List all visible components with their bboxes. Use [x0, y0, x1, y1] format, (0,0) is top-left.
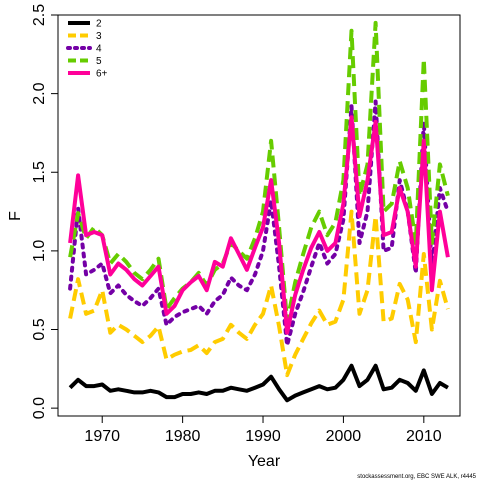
legend-label: 6+: [96, 69, 108, 80]
legend-label: 3: [96, 31, 102, 42]
axes: 1970 1980 1990 2000 2010 0.0 0.5 1.0 1.5 2.0 2.5: [31, 4, 442, 445]
x-tick-label: 2010: [406, 428, 442, 445]
y-tick-label: 2.0: [31, 82, 48, 104]
legend-label: 5: [96, 56, 102, 67]
legend: 23 45 6+: [66, 19, 108, 80]
series-line-4: [68, 99, 450, 348]
x-tick-label: 1980: [165, 428, 201, 445]
y-tick-label: 0.0: [31, 397, 48, 419]
y-tick-label: 2.5: [31, 4, 48, 26]
source-credit: stockassessment.org, EBC SWE ALK, r4445: [357, 474, 476, 480]
x-axis-title: Year: [248, 453, 281, 470]
x-tick-label: 2000: [326, 428, 362, 445]
x-tick-label: 1990: [245, 428, 281, 445]
y-tick-label: 1.5: [31, 161, 48, 183]
legend-label: 2: [96, 19, 102, 30]
x-tick-label: 1970: [84, 428, 120, 445]
y-axis-title: F: [7, 211, 24, 221]
y-tick-label: 1.0: [31, 240, 48, 262]
legend-label: 4: [96, 44, 102, 55]
y-tick-label: 0.5: [31, 318, 48, 340]
series-lines: [68, 20, 450, 403]
series-line-5: [68, 20, 450, 324]
series-line-6plus: [68, 115, 450, 335]
plot-frame: [57, 14, 461, 417]
series-line-2: [68, 363, 449, 403]
